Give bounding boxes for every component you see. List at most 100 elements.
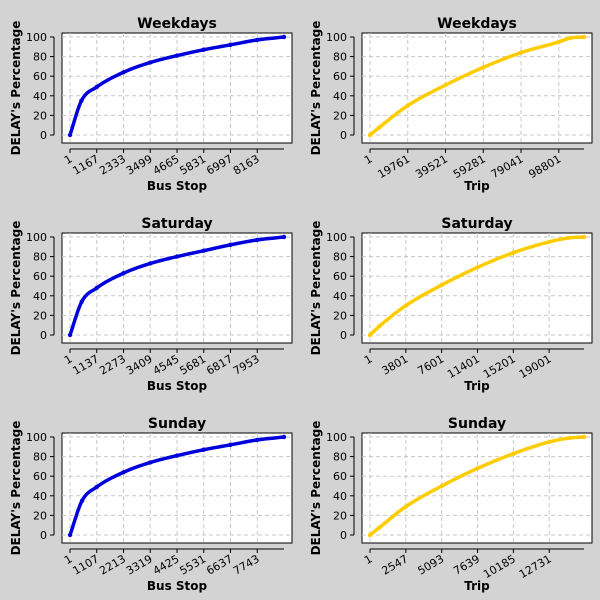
chart-panel-2: Weekdays 0 20 40 60 80 100 1 19761 39521 59281 7904… <box>309 16 593 193</box>
x-axis-label: Trip <box>464 179 490 193</box>
y-tick-label: 60 <box>33 470 47 483</box>
chart-panel-4: Saturday 0 20 40 60 80 100 1 3801 7601 11401 15201 1… <box>309 216 593 393</box>
chart-title: Sunday <box>148 416 206 432</box>
y-axis-label: DELAY's Percentage <box>9 421 23 556</box>
x-axis-label: Bus Stop <box>147 579 208 593</box>
y-tick-label: 100 <box>26 31 47 44</box>
x-tick-label: 1137 <box>71 352 102 377</box>
x-tick-label: 1167 <box>71 152 102 177</box>
x-tick-label: 19001 <box>517 352 554 381</box>
x-tick-label: 5093 <box>415 552 446 577</box>
x-tick-label: 7639 <box>451 552 482 577</box>
series-line <box>68 35 286 137</box>
y-axis-label: DELAY's Percentage <box>309 221 323 356</box>
y-tick-label: 40 <box>33 490 47 503</box>
y-axis-label: DELAY's Percentage <box>9 221 23 356</box>
x-tick-label: 79041 <box>489 152 526 181</box>
x-tick-label: 5681 <box>178 352 209 377</box>
x-tick-label: 4665 <box>151 152 182 177</box>
x-tick-label: 2273 <box>97 352 128 377</box>
y-tick-label: 60 <box>33 70 47 83</box>
series-line <box>368 235 586 337</box>
y-tick-label: 0 <box>340 129 347 142</box>
y-tick-label: 40 <box>333 490 347 503</box>
x-tick-label: 7601 <box>415 352 446 377</box>
x-tick-label: 12731 <box>517 552 554 581</box>
chart-title: Weekdays <box>437 16 517 32</box>
x-tick-label: 19761 <box>375 152 412 181</box>
x-tick-label: 3801 <box>380 352 411 377</box>
chart-panel-5: Sunday0204060801001110722133319442555316… <box>9 416 293 593</box>
y-tick-label: 20 <box>33 109 47 122</box>
x-tick-label: 5531 <box>178 552 209 577</box>
x-tick-label: 5831 <box>178 152 209 177</box>
y-tick-label: 80 <box>333 251 347 264</box>
chart-title: Weekdays <box>137 16 217 32</box>
plot-area <box>361 32 593 144</box>
y-tick-label: 0 <box>40 129 47 142</box>
y-tick-label: 0 <box>40 529 47 542</box>
x-tick-label: 3409 <box>124 352 155 377</box>
x-tick-label: 39521 <box>413 152 450 181</box>
y-tick-label: 60 <box>333 470 347 483</box>
y-tick-label: 80 <box>333 451 347 464</box>
y-tick-label: 20 <box>333 309 347 322</box>
x-tick-label: 10185 <box>481 552 518 581</box>
x-tick-label: 1 <box>362 552 375 567</box>
x-tick-label: 2547 <box>380 552 411 577</box>
x-tick-label: 1 <box>362 352 375 367</box>
chart-panel-6: Sunday 0 20 40 60 80 100 1 2547 5093 7639 10185 1273… <box>309 416 593 593</box>
x-tick-label: 6637 <box>204 552 235 577</box>
y-tick-label: 100 <box>326 231 347 244</box>
y-tick-label: 60 <box>333 270 347 283</box>
series-line <box>68 435 286 537</box>
plot-area <box>361 432 593 544</box>
x-tick-label: 15201 <box>481 352 518 381</box>
y-tick-label: 40 <box>333 290 347 303</box>
x-tick-label: 3319 <box>124 552 155 577</box>
x-axis-label: Trip <box>464 379 490 393</box>
y-tick-label: 40 <box>33 290 47 303</box>
x-tick-label: 4545 <box>151 352 182 377</box>
y-tick-label: 100 <box>326 431 347 444</box>
series-line <box>368 35 586 137</box>
x-tick-label: 2333 <box>97 152 128 177</box>
chart-title: Saturday <box>441 216 512 232</box>
y-axis-label: DELAY's Percentage <box>9 21 23 156</box>
x-tick-label: 98801 <box>526 152 563 181</box>
y-tick-label: 20 <box>333 509 347 522</box>
x-tick-label: 6817 <box>204 352 235 377</box>
y-tick-label: 60 <box>33 270 47 283</box>
x-tick-label: 1 <box>362 152 375 167</box>
x-tick-label: 8163 <box>231 152 262 177</box>
y-axis-label: DELAY's Percentage <box>309 21 323 156</box>
y-tick-label: 0 <box>340 529 347 542</box>
x-axis-label: Trip <box>464 579 490 593</box>
y-tick-label: 100 <box>326 31 347 44</box>
y-tick-label: 100 <box>26 431 47 444</box>
y-tick-label: 100 <box>26 231 47 244</box>
x-tick-label: 7743 <box>231 552 262 577</box>
y-tick-label: 20 <box>33 309 47 322</box>
chart-panel-1: Weekdays02040608010011167233334994665583… <box>9 16 293 193</box>
y-tick-label: 60 <box>333 70 347 83</box>
x-axis-label: Bus Stop <box>147 379 208 393</box>
x-tick-label: 1107 <box>71 552 102 577</box>
x-tick-label: 4425 <box>151 552 182 577</box>
y-tick-label: 20 <box>333 109 347 122</box>
y-tick-label: 0 <box>40 329 47 342</box>
series-line <box>68 235 286 337</box>
y-tick-label: 40 <box>33 90 47 103</box>
x-tick-label: 11401 <box>445 352 482 381</box>
series-line <box>368 435 586 537</box>
x-tick-label: 59281 <box>451 152 488 181</box>
chart-panel-3: Saturday02040608010011137227334094545568… <box>9 216 293 393</box>
x-tick-label: 2213 <box>97 552 128 577</box>
y-tick-label: 80 <box>33 251 47 264</box>
y-axis-label: DELAY's Percentage <box>309 421 323 556</box>
x-tick-label: 7953 <box>231 352 262 377</box>
chart-title: Saturday <box>141 216 212 232</box>
y-tick-label: 80 <box>33 51 47 64</box>
x-tick-label: 3499 <box>124 152 155 177</box>
